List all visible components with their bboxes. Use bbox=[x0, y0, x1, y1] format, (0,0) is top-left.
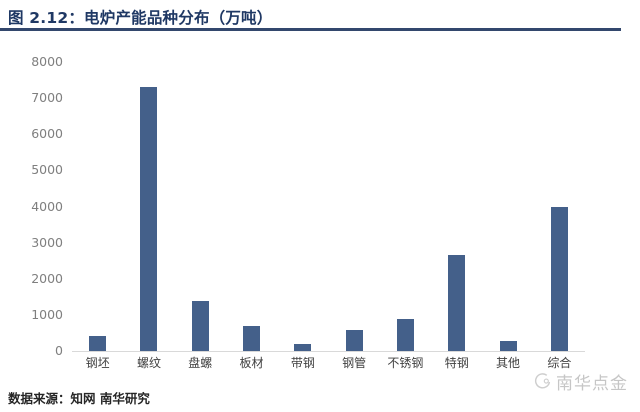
y-tick-label: 0 bbox=[55, 343, 63, 358]
bar-slot bbox=[482, 62, 533, 351]
y-tick-label: 2000 bbox=[31, 270, 63, 286]
x-tick-label: 综合 bbox=[547, 356, 572, 370]
x-tick-label: 钢坯 bbox=[85, 356, 110, 370]
source-note: 数据来源：知网 南华研究 bbox=[8, 391, 150, 406]
plot-area bbox=[72, 62, 585, 352]
bar-2 bbox=[191, 301, 209, 351]
y-tick-label: 4000 bbox=[31, 198, 63, 214]
bar-7 bbox=[448, 255, 466, 351]
x-tick-label: 螺纹 bbox=[136, 356, 161, 370]
bar-slot bbox=[277, 62, 328, 351]
bar-slot bbox=[175, 62, 226, 351]
bar-3 bbox=[243, 326, 261, 351]
x-axis-labels: 钢坯 螺纹 盘螺 板材 带钢 钢管 不锈钢 特钢 其他 综合 bbox=[72, 356, 585, 371]
y-tick-label: 3000 bbox=[31, 234, 63, 250]
y-tick-label: 1000 bbox=[31, 306, 63, 322]
watermark: 南华点金 bbox=[533, 369, 628, 394]
x-tick-label: 钢管 bbox=[342, 356, 367, 370]
bar-5 bbox=[345, 330, 363, 351]
bar-slot bbox=[431, 62, 482, 351]
x-tick-label: 带钢 bbox=[290, 356, 315, 370]
bar-slot bbox=[72, 62, 123, 351]
bar-4 bbox=[294, 344, 312, 351]
y-tick-label: 5000 bbox=[31, 162, 63, 178]
bar-1 bbox=[140, 87, 158, 351]
x-tick-label: 特钢 bbox=[444, 356, 469, 370]
title-underline bbox=[0, 28, 621, 31]
y-tick-label: 8000 bbox=[31, 54, 63, 69]
x-tick-label: 不锈钢 bbox=[387, 356, 424, 370]
bar-slot bbox=[380, 62, 431, 351]
x-tick-label: 盘螺 bbox=[188, 356, 213, 370]
nanhua-logo-icon bbox=[533, 372, 552, 391]
bar-0 bbox=[89, 335, 107, 351]
bar-slot bbox=[226, 62, 277, 351]
bar-slot bbox=[534, 62, 585, 351]
bar-9 bbox=[550, 206, 568, 351]
bar-6 bbox=[396, 319, 414, 351]
figure-title: 图 2.12：电炉产能品种分布（万吨） bbox=[8, 9, 273, 27]
bar-slot bbox=[328, 62, 379, 351]
watermark-text: 南华点金 bbox=[556, 374, 628, 394]
x-tick-label: 板材 bbox=[239, 356, 264, 370]
bar-slot bbox=[123, 62, 174, 351]
x-tick-label: 其他 bbox=[496, 356, 521, 370]
bar-8 bbox=[499, 340, 517, 351]
y-tick-label: 6000 bbox=[31, 126, 63, 142]
y-tick-label: 7000 bbox=[31, 90, 63, 106]
